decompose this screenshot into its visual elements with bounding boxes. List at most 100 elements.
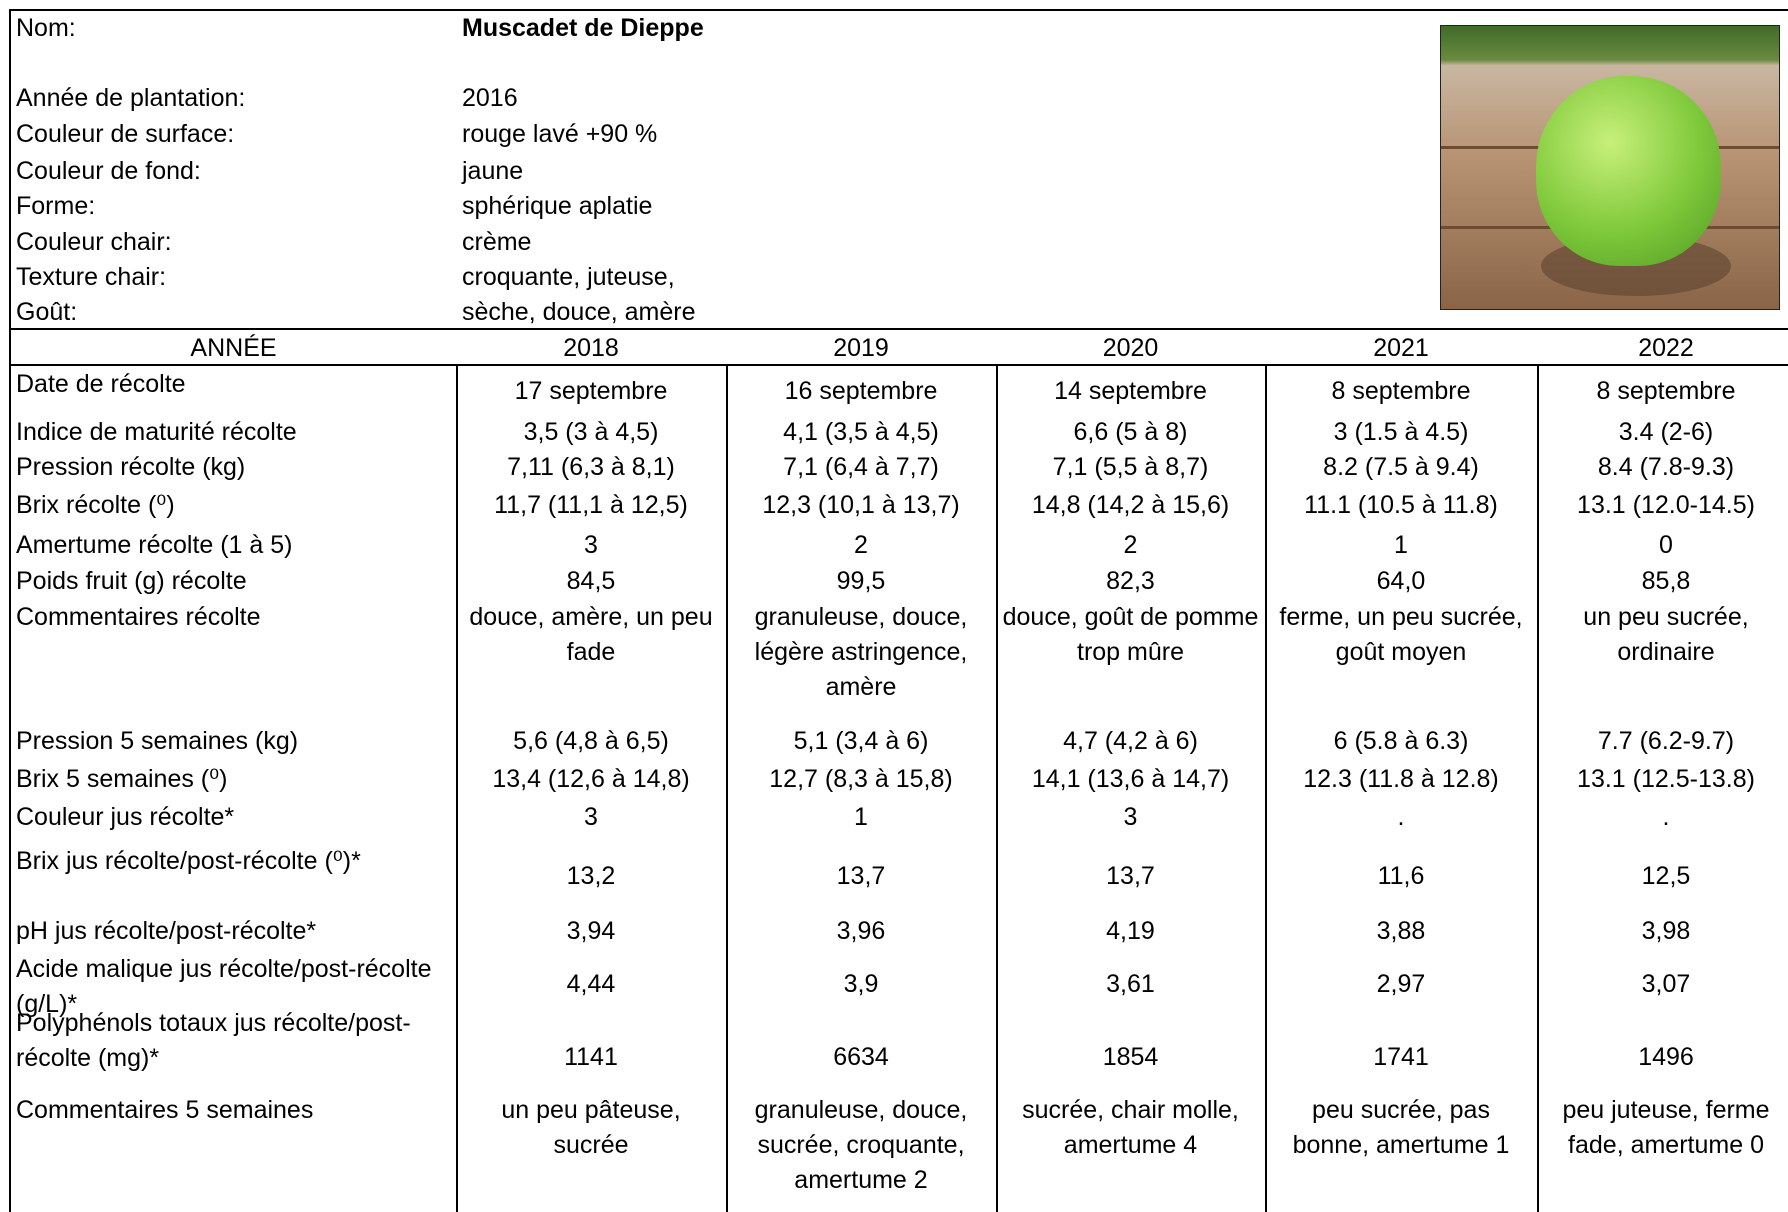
field-label: Année de plantation: [16,84,246,112]
row-label: Date de récolte [16,370,186,398]
cell: douce, goût de pomme trop mûre [1002,603,1259,666]
cell: 13,4 (12,6 à 14,8) [492,765,690,793]
cell: 14,8 (14,2 à 15,6) [1031,491,1230,519]
field-value: jaune [462,157,524,185]
row-rule [9,328,1788,330]
apple-photo [1440,25,1780,310]
cell: 5,1 (3,4 à 6) [793,727,929,755]
field-label: Goût: [16,298,78,326]
cell: 5,6 (4,8 à 6,5) [513,727,669,755]
field-label: Forme: [16,192,96,220]
column-header: 2019 [833,334,889,362]
cell: granuleuse, douce, sucrée, croquante, am… [754,1096,968,1194]
field-label: Couleur chair: [16,228,172,256]
cell: 3,07 [1641,970,1691,998]
cell: 8.2 (7.5 à 9.4) [1323,453,1479,481]
cell: 6,6 (5 à 8) [1073,418,1188,446]
column-header: 2021 [1373,334,1429,362]
cell: 85,8 [1641,567,1691,595]
cell: 1854 [1102,1043,1159,1071]
cell: 7,1 (6,4 à 7,7) [783,453,939,481]
cell: 12.3 (11.8 à 12.8) [1303,765,1499,793]
cell: 14 septembre [1054,377,1207,405]
column-rule [996,365,998,1212]
column-header: ANNÉE [190,334,277,362]
row-label: Pression 5 semaines (kg) [16,727,299,755]
field-value: sèche, douce, amère [462,298,696,326]
cell: 82,3 [1106,567,1155,595]
cell: 3,94 [566,917,616,945]
row-label: Commentaires récolte [16,603,261,631]
cell: 1496 [1638,1043,1694,1071]
cell: un peu pâteuse, sucrée [501,1096,681,1159]
cell: granuleuse, douce, légère astringence, a… [754,603,968,701]
cell: peu sucrée, pas bonne, amertume 1 [1292,1096,1510,1159]
column-header: 2018 [563,334,619,362]
cell: 2 [1123,531,1138,559]
cell: 1 [1394,531,1408,559]
cell: un peu sucrée, ordinaire [1583,603,1749,666]
cell: 2 [854,531,868,559]
cell: 11.1 (10.5 à 11.8) [1304,491,1498,519]
row-label: Commentaires 5 semaines [16,1096,314,1124]
cell: 13,7 [836,862,886,890]
field-label: Nom: [16,14,76,42]
cell: 3,96 [836,917,886,945]
row-label: Brix 5 semaines (⁰) [16,765,228,793]
field-label: Couleur de fond: [16,157,201,185]
cell: 4,7 (4,2 à 6) [1063,727,1198,755]
cell: 12,3 (10,1 à 13,7) [762,491,960,519]
cell: 8.4 (7.8-9.3) [1597,453,1735,481]
cell: 13,7 [1106,862,1155,890]
cell: 1141 [564,1043,618,1071]
border-left [9,9,11,1212]
row-label: Pression récolte (kg) [16,453,246,481]
cell: 0 [1659,531,1673,559]
cell: 7.7 (6.2-9.7) [1597,727,1735,755]
cell: ferme, un peu sucrée, goût moyen [1279,603,1523,666]
field-label: Couleur de surface: [16,120,235,148]
row-label: Polyphénols totaux jus récolte/post-réco… [16,1009,411,1072]
cell: 17 septembre [514,377,668,405]
cell: 3,5 (3 à 4,5) [523,418,659,446]
cell: 3 (1.5 à 4.5) [1333,418,1469,446]
cell: 14,1 (13,6 à 14,7) [1031,765,1230,793]
cell: 11,7 (11,1 à 12,5) [494,491,688,519]
cell: . [1662,803,1670,831]
cell: 13,2 [566,862,616,890]
cell: 3,98 [1641,917,1691,945]
cell: 84,5 [566,567,616,595]
row-label: Brix récolte (⁰) [16,491,175,519]
row-label: Couleur jus récolte* [16,803,235,831]
cell: 16 septembre [784,377,938,405]
field-value: croquante, juteuse, [462,263,675,291]
cell: 3.4 (2-6) [1618,418,1714,446]
column-rule [1537,365,1539,1212]
column-rule [726,365,728,1212]
column-header: 2020 [1102,334,1159,362]
row-label: pH jus récolte/post-récolte* [16,917,317,945]
field-value: 2016 [462,84,518,112]
cell: 13.1 (12.5-13.8) [1577,765,1755,793]
row-label: Acide malique jus récolte/post-récolte (… [16,955,432,1018]
cell: 7,1 (5,5 à 8,7) [1052,453,1209,481]
field-value: Muscadet de Dieppe [462,14,704,42]
column-rule [1265,365,1267,1212]
cell: 3 [584,531,598,559]
row-label: Indice de maturité récolte [16,418,297,446]
cell: 3,61 [1106,970,1155,998]
cell: 2,97 [1376,970,1426,998]
cell: 13.1 (12.0-14.5) [1577,491,1755,519]
cell: 6634 [833,1043,889,1071]
cell: 3,88 [1376,917,1426,945]
row-label: Amertume récolte (1 à 5) [16,531,293,559]
cell: 12,5 [1641,862,1691,890]
cell: 3,9 [843,970,879,998]
cell: 8 septembre [1596,377,1736,405]
cell: 4,44 [566,970,616,998]
column-rule [456,365,458,1212]
cell: 1741 [1373,1043,1429,1071]
row-label: Poids fruit (g) récolte [16,567,247,595]
cell: 8 septembre [1331,377,1471,405]
